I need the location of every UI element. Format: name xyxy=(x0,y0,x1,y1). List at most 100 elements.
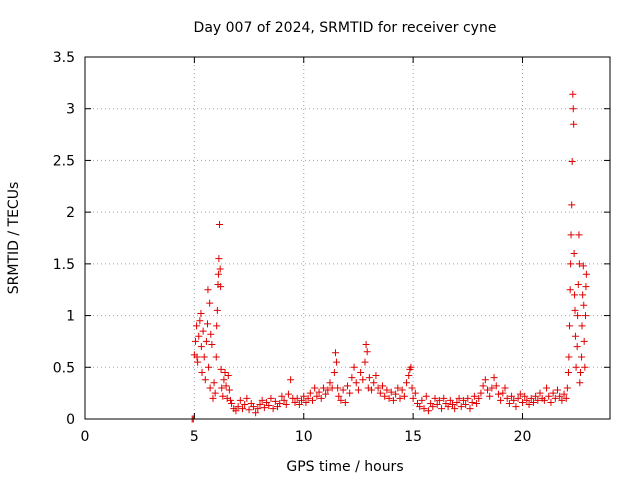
data-point xyxy=(416,403,424,411)
data-point xyxy=(408,384,416,392)
data-point xyxy=(560,390,568,398)
data-point xyxy=(510,396,518,404)
data-point xyxy=(579,291,587,299)
data-point xyxy=(508,392,516,400)
data-point xyxy=(256,401,264,409)
data-point xyxy=(543,384,551,392)
data-point xyxy=(565,353,573,361)
data-point xyxy=(287,376,295,384)
data-point xyxy=(324,386,332,394)
x-tick-label: 10 xyxy=(295,429,313,445)
data-point xyxy=(488,384,496,392)
data-point xyxy=(564,368,572,376)
data-point xyxy=(195,332,203,340)
data-point xyxy=(204,320,211,328)
data-point xyxy=(330,368,338,376)
data-point xyxy=(574,312,582,320)
y-tick-label: 3 xyxy=(66,102,75,118)
data-point xyxy=(449,401,456,409)
data-point xyxy=(523,396,531,404)
data-point xyxy=(241,401,249,409)
data-point xyxy=(368,386,376,394)
data-point xyxy=(405,372,413,380)
data-point xyxy=(282,401,290,409)
data-point xyxy=(570,120,578,128)
data-point xyxy=(344,382,351,390)
data-point xyxy=(567,260,575,268)
data-point xyxy=(567,231,575,239)
data-point xyxy=(532,392,540,400)
data-point xyxy=(403,379,411,387)
data-point xyxy=(549,389,557,397)
data-point xyxy=(582,270,590,278)
data-point xyxy=(225,386,233,394)
data-point xyxy=(326,379,334,387)
y-tick-label: 0.5 xyxy=(53,360,75,376)
data-point xyxy=(200,353,208,361)
data-point xyxy=(191,337,199,345)
data-point xyxy=(212,353,220,361)
data-point xyxy=(473,399,481,407)
data-point xyxy=(381,392,389,400)
data-point xyxy=(206,384,214,392)
data-point xyxy=(484,386,491,394)
data-point xyxy=(431,394,439,402)
x-tick-label: 0 xyxy=(81,429,90,445)
data-point xyxy=(216,265,224,273)
data-point xyxy=(365,374,373,382)
data-point xyxy=(568,201,576,209)
x-tick-label: 20 xyxy=(514,429,532,445)
data-point xyxy=(236,396,244,404)
data-point xyxy=(194,358,202,366)
data-point xyxy=(519,398,526,406)
data-point xyxy=(218,384,226,392)
data-point xyxy=(243,394,251,402)
data-point xyxy=(232,407,240,415)
data-point xyxy=(197,343,205,351)
data-point xyxy=(580,337,588,345)
data-point xyxy=(306,389,314,397)
data-point xyxy=(217,365,225,373)
axis-ticks: 0 5 10 15 20 0 0.5 1 1.5 2 2.5 3 3.5 xyxy=(53,50,610,445)
data-point xyxy=(208,341,216,349)
data-point xyxy=(362,341,370,349)
data-point xyxy=(582,283,590,291)
data-point xyxy=(462,401,470,409)
data-point xyxy=(503,394,511,402)
data-point xyxy=(409,394,417,402)
data-point xyxy=(545,392,553,400)
data-point xyxy=(354,386,362,394)
data-point xyxy=(293,394,301,402)
data-point xyxy=(459,396,467,404)
data-point xyxy=(372,372,380,380)
data-point xyxy=(213,306,221,314)
data-point xyxy=(221,368,229,376)
data-point xyxy=(376,389,384,397)
data-point xyxy=(341,398,349,406)
data-point xyxy=(570,250,578,258)
data-point xyxy=(451,405,459,413)
data-point xyxy=(578,322,586,330)
data-point xyxy=(582,312,589,320)
data-point xyxy=(206,299,214,307)
data-point xyxy=(209,394,217,402)
data-point xyxy=(197,310,205,318)
data-point xyxy=(438,405,446,413)
data-point xyxy=(486,392,494,400)
data-point xyxy=(265,402,273,410)
data-series xyxy=(188,90,590,423)
data-point xyxy=(429,403,437,411)
data-point xyxy=(578,353,586,361)
data-point xyxy=(534,396,542,404)
y-tick-label: 1.5 xyxy=(53,257,75,273)
data-point xyxy=(499,389,507,397)
data-point xyxy=(284,390,292,398)
plot-frame xyxy=(84,56,611,420)
data-point xyxy=(396,394,404,402)
y-tick-label: 3.5 xyxy=(53,50,75,66)
data-point xyxy=(581,363,589,371)
data-point xyxy=(260,404,268,412)
data-point xyxy=(492,382,500,390)
y-tick-label: 0 xyxy=(66,412,75,428)
data-point xyxy=(387,388,395,396)
